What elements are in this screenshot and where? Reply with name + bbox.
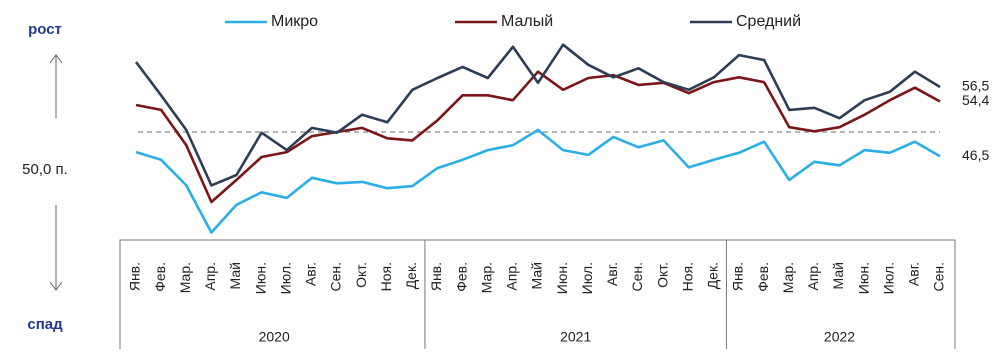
x-tick-label: Май [227,262,243,289]
arrows [49,54,63,291]
x-tick-label: Июн. [252,262,268,294]
series-line [135,70,941,204]
x-tick-label: Окт. [654,262,670,288]
x-tick-label: Май [830,262,846,289]
x-tick-label: Июн. [554,262,570,294]
series-line [135,128,941,234]
x-tick-label: Фев. [152,262,168,292]
year-label: 2021 [560,329,591,345]
x-tick-label: Фев. [453,262,469,292]
x-tick-label: Сен. [931,262,947,292]
down-label: спад [27,316,63,333]
x-tick-label: Июл. [579,262,595,294]
x-tick-label: Фев. [755,262,771,292]
x-tick-label: Янв. [730,262,746,291]
legend-label: Микро [271,13,318,30]
year-label: 2022 [824,329,855,345]
x-tick-label: Авг. [303,262,319,286]
value-label: 56,5 [962,78,989,94]
x-tick-label: Мар. [177,262,193,293]
year-label: 2020 [259,329,290,345]
x-tick-label: Окт. [353,262,369,288]
series-line [134,43,941,187]
x-tick-label: Дек. [403,262,419,289]
x-tick-label: Июн. [855,262,871,294]
x-tick-label: Май [529,262,545,289]
x-tick-label: Авг. [604,262,620,286]
legend-label: Средний [736,13,801,30]
x-tick-label: Июл. [880,262,896,294]
x-tick-label: Мар. [478,262,494,293]
x-tick-label: Янв. [428,262,444,291]
up-label: рост [28,21,62,38]
x-tick-label: Апр. [504,262,520,291]
x-tick-label: Сен. [328,262,344,292]
x-tick-label: Янв. [127,262,143,291]
x-tick-label: Апр. [805,262,821,291]
x-tick-label: Мар. [780,262,796,293]
x-tick-label: Авг. [906,262,922,286]
value-label: 46,5 [962,147,989,163]
value-label: 54,4 [962,92,989,108]
x-tick-label: Ноя. [378,262,394,291]
legend-label: Малый [501,13,553,30]
reference-label: 50,0 п. [22,161,68,178]
x-tick-label: Ноя. [679,262,695,291]
x-tick-label: Дек. [705,262,721,289]
x-tick-label: Апр. [202,262,218,291]
x-tick-label: Сен. [629,262,645,292]
x-tick-label: Июл. [277,262,293,294]
